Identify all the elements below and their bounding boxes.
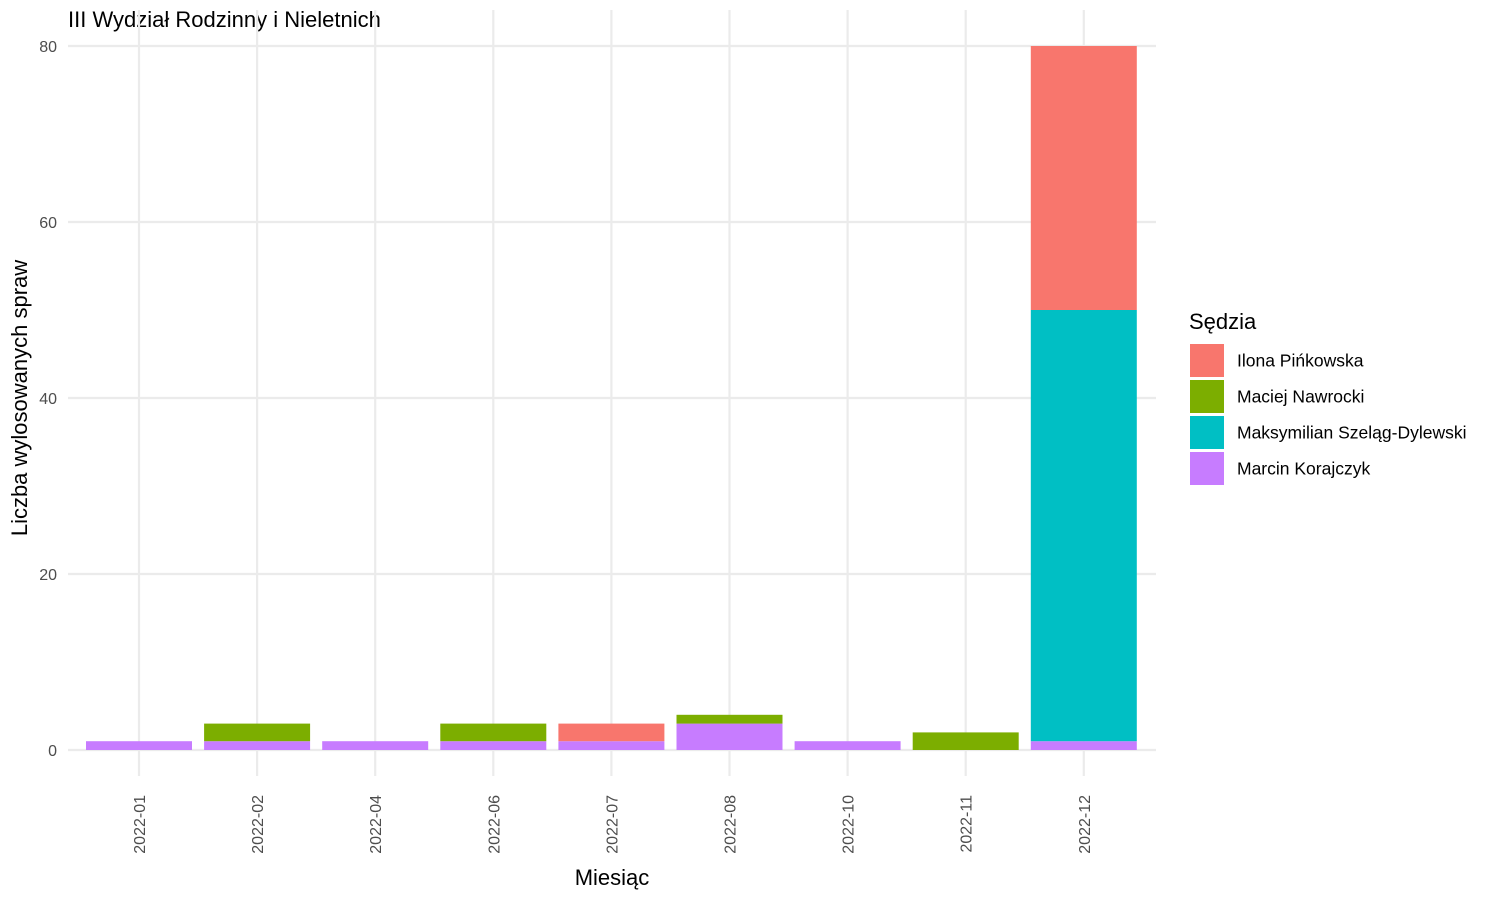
bar-segment: 2022-02 — Marcin Korajczyk: 1 xyxy=(204,741,311,750)
bar-segment: 2022-12 — Marcin Korajczyk: 1 xyxy=(1030,741,1137,750)
bar-segment: 2022-07 — Ilona Pińkowska: 2 xyxy=(558,723,665,742)
x-tick-label: 2022-07 xyxy=(604,795,621,854)
y-tick-label: 80 xyxy=(39,39,57,56)
bar-segment: 2022-08 — Marcin Korajczyk: 3 xyxy=(676,723,783,750)
legend-label: Maksymilian Szeląg-Dylewski xyxy=(1237,423,1467,443)
legend: Sędzia Ilona Pińkowska Maciej Nawrocki Mak… xyxy=(1189,309,1467,485)
legend-key xyxy=(1190,380,1224,413)
legend-label: Maciej Nawrocki xyxy=(1237,387,1364,407)
y-tick-label: 60 xyxy=(39,215,57,232)
bar-segment: 2022-04 — Marcin Korajczyk: 1 xyxy=(322,741,429,750)
bar-segment: 2022-12 — Ilona Pińkowska: 30 xyxy=(1030,46,1137,310)
bar-segment: 2022-11 — Maciej Nawrocki: 2 xyxy=(912,732,1019,750)
legend-label: Ilona Pińkowska xyxy=(1237,351,1364,371)
y-tick-label: 0 xyxy=(48,743,57,760)
legend-key xyxy=(1190,344,1224,377)
legend-title: Sędzia xyxy=(1189,309,1257,334)
bar-segment: 2022-02 — Maciej Nawrocki: 2 xyxy=(204,723,311,742)
x-tick-label: 2022-04 xyxy=(368,795,385,854)
x-tick-label: 2022-01 xyxy=(132,795,149,854)
x-tick-label: 2022-11 xyxy=(959,795,976,853)
legend-label: Marcin Korajczyk xyxy=(1237,459,1370,479)
bar-segment: 2022-10 — Marcin Korajczyk: 1 xyxy=(794,741,901,750)
bar-segment: 2022-01 — Marcin Korajczyk: 1 xyxy=(86,741,192,750)
x-tick-label: 2022-06 xyxy=(486,795,503,854)
x-tick-label: 2022-10 xyxy=(841,795,858,854)
x-tick-label: 2022-12 xyxy=(1077,795,1094,854)
bar-segment: 2022-08 — Maciej Nawrocki: 1 xyxy=(676,714,783,724)
bar-segment: 2022-07 — Marcin Korajczyk: 1 xyxy=(558,741,665,750)
legend-key xyxy=(1190,416,1224,449)
y-tick-label: 20 xyxy=(39,567,57,584)
grid xyxy=(68,10,1156,776)
bar-segment: 2022-12 — Maksymilian Szeląg-Dylewski: 4… xyxy=(1030,310,1137,742)
x-tick-label: 2022-08 xyxy=(723,795,740,854)
legend-key xyxy=(1190,452,1224,485)
bar-segment: 2022-06 — Maciej Nawrocki: 2 xyxy=(440,723,547,742)
bars: 2022-01 — Marcin Korajczyk: 1 2022-02 — M… xyxy=(86,46,1137,750)
x-axis-ticks: 2022-01 2022-02 2022-04 2022-06 2022-07 2022-… xyxy=(132,795,1094,854)
y-axis-title: Liczba wylosowanych spraw xyxy=(7,260,32,536)
x-tick-label: 2022-02 xyxy=(250,795,267,854)
y-axis-ticks: 0 20 40 60 80 xyxy=(39,39,57,760)
x-axis-title: Miesiąc xyxy=(575,865,650,890)
chart-title: III Wydział Rodzinny i Nieletnich xyxy=(68,7,381,32)
bar-segment: 2022-06 — Marcin Korajczyk: 1 xyxy=(440,741,547,750)
y-tick-label: 40 xyxy=(39,391,57,408)
